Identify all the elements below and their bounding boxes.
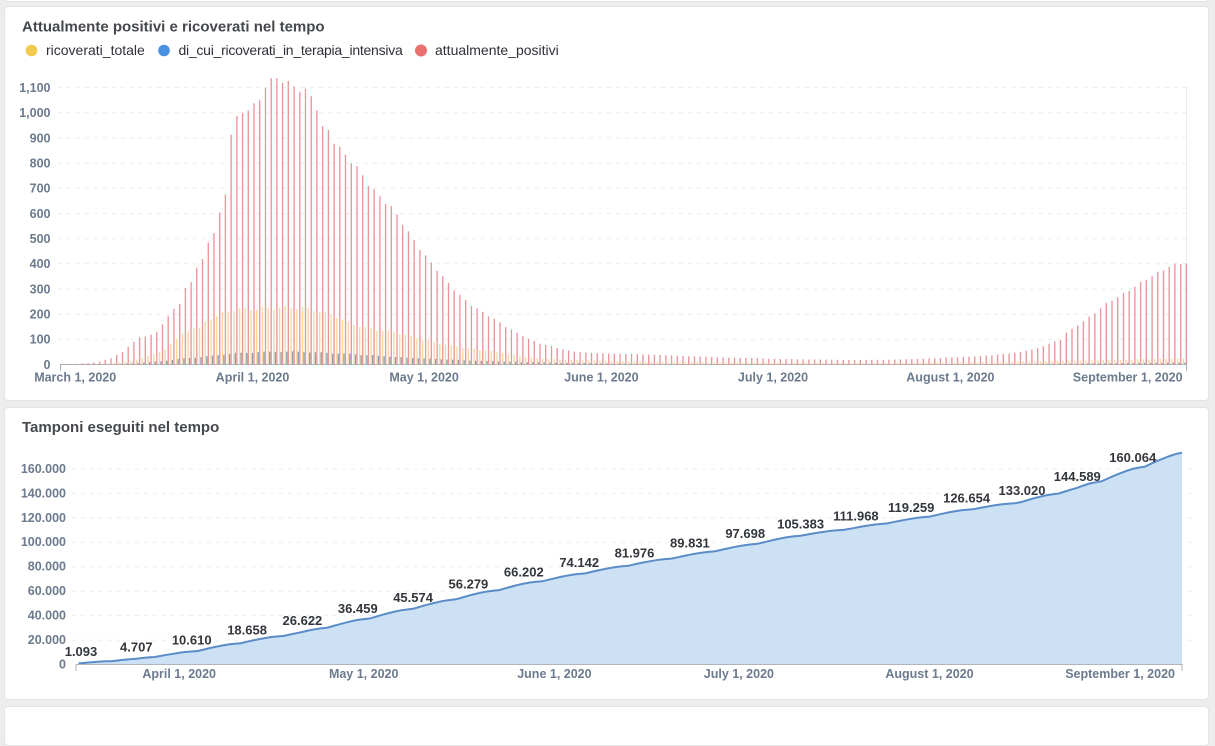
svg-text:600: 600 [30, 207, 51, 221]
svg-text:900: 900 [30, 131, 51, 145]
svg-text:May 1, 2020: May 1, 2020 [389, 371, 459, 385]
svg-text:45.574: 45.574 [393, 590, 434, 605]
svg-text:September 1, 2020: September 1, 2020 [1065, 667, 1175, 681]
svg-text:July 1, 2020: July 1, 2020 [738, 371, 808, 385]
svg-text:July 1, 2020: July 1, 2020 [704, 667, 774, 681]
svg-text:160.064: 160.064 [1109, 450, 1157, 465]
svg-text:119.259: 119.259 [888, 500, 934, 515]
svg-text:4.707: 4.707 [120, 640, 153, 655]
svg-text:80.000: 80.000 [28, 560, 66, 574]
svg-text:700: 700 [30, 182, 51, 196]
svg-text:26.622: 26.622 [283, 613, 323, 628]
svg-text:1,100: 1,100 [19, 81, 50, 95]
svg-text:400: 400 [30, 257, 51, 271]
svg-text:20.000: 20.000 [28, 633, 66, 647]
svg-text:ricoverati_totale: ricoverati_totale [46, 42, 145, 58]
svg-text:April 1, 2020: April 1, 2020 [216, 371, 290, 385]
svg-text:56.279: 56.279 [449, 577, 489, 592]
svg-text:36.459: 36.459 [338, 601, 378, 616]
svg-text:100: 100 [30, 333, 51, 347]
svg-text:200: 200 [30, 308, 51, 322]
svg-text:18.658: 18.658 [227, 623, 267, 638]
svg-text:300: 300 [30, 282, 51, 296]
svg-text:144.589: 144.589 [1054, 469, 1101, 484]
svg-text:81.976: 81.976 [615, 545, 655, 560]
svg-text:111.968: 111.968 [833, 509, 879, 524]
svg-text:attualmente_positivi: attualmente_positivi [435, 42, 559, 58]
svg-text:100.000: 100.000 [21, 535, 66, 549]
svg-text:September 1, 2020: September 1, 2020 [1073, 371, 1183, 385]
svg-text:0: 0 [44, 358, 51, 372]
svg-text:di_cui_ricoverati_in_terapia_i: di_cui_ricoverati_in_terapia_intensiva [179, 42, 403, 58]
svg-text:126.654: 126.654 [943, 491, 991, 506]
svg-text:June 1, 2020: June 1, 2020 [564, 371, 638, 385]
svg-text:66.202: 66.202 [504, 565, 544, 580]
svg-text:120.000: 120.000 [21, 511, 66, 525]
svg-text:10.610: 10.610 [172, 633, 212, 648]
svg-text:89.831: 89.831 [670, 536, 710, 551]
svg-text:April 1, 2020: April 1, 2020 [142, 667, 216, 681]
svg-text:June 1, 2020: June 1, 2020 [517, 667, 591, 681]
svg-text:Tamponi eseguiti nel tempo: Tamponi eseguiti nel tempo [22, 419, 219, 436]
svg-text:May 1, 2020: May 1, 2020 [329, 667, 399, 681]
svg-text:60.000: 60.000 [28, 584, 66, 598]
svg-text:1,000: 1,000 [19, 106, 50, 120]
svg-text:800: 800 [30, 156, 51, 170]
svg-text:160.000: 160.000 [21, 462, 66, 476]
svg-text:500: 500 [30, 232, 51, 246]
svg-text:133.020: 133.020 [999, 483, 1046, 498]
svg-text:Attualmente positivi e ricover: Attualmente positivi e ricoverati nel te… [22, 19, 325, 36]
svg-text:August 1, 2020: August 1, 2020 [885, 667, 973, 681]
svg-text:March 1, 2020: March 1, 2020 [34, 371, 116, 385]
svg-text:August 1, 2020: August 1, 2020 [906, 371, 994, 385]
svg-text:105.383: 105.383 [777, 517, 824, 532]
svg-text:1.093: 1.093 [65, 644, 98, 659]
svg-text:140.000: 140.000 [21, 486, 66, 500]
svg-text:40.000: 40.000 [28, 609, 66, 623]
svg-text:0: 0 [59, 657, 66, 671]
svg-text:74.142: 74.142 [559, 555, 599, 570]
svg-text:97.698: 97.698 [725, 526, 765, 541]
